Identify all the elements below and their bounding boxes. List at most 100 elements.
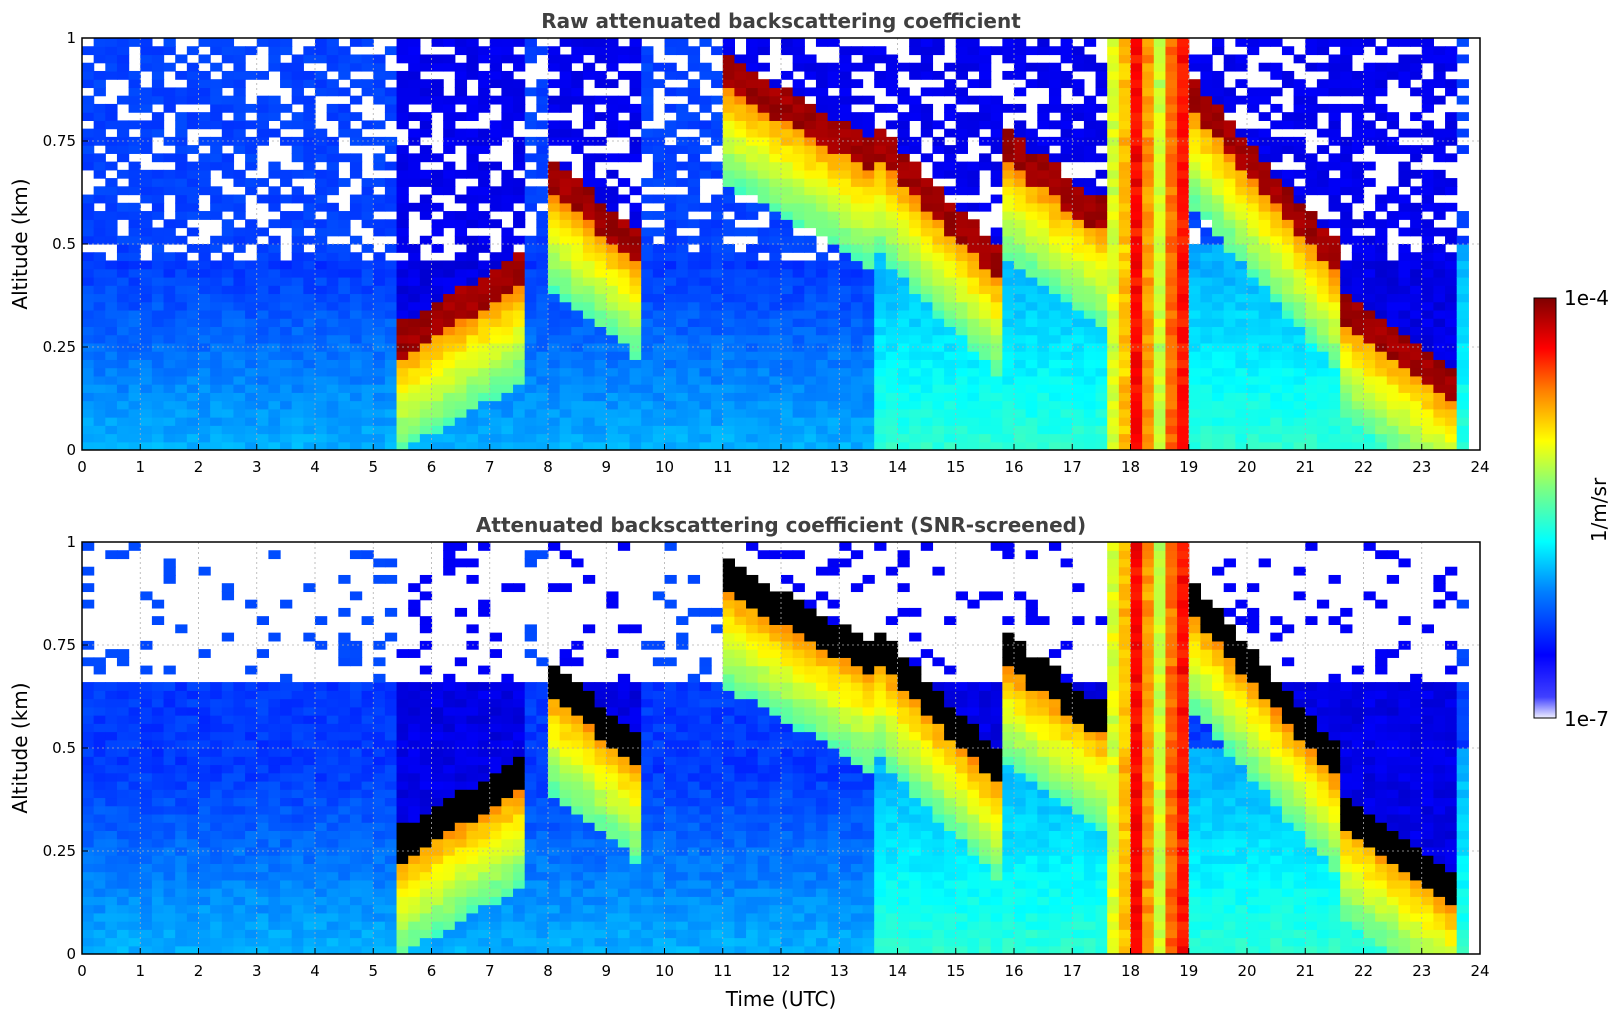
heatmap-cell xyxy=(1188,441,1201,450)
heatmap-cell xyxy=(1386,359,1400,369)
heatmap-cell xyxy=(664,375,677,385)
heatmap-cell xyxy=(769,318,782,327)
heatmap-cell xyxy=(1316,227,1330,237)
heatmap-cell xyxy=(1375,227,1388,237)
heatmap-cell xyxy=(536,318,549,327)
heatmap-cell xyxy=(734,309,747,319)
heatmap-cell xyxy=(1398,128,1411,138)
heatmap-cell xyxy=(431,62,444,72)
heatmap-cell xyxy=(769,433,782,443)
heatmap-cell xyxy=(151,268,165,278)
heatmap-cell xyxy=(186,186,200,196)
heatmap-cell xyxy=(1363,301,1376,311)
heatmap-cell xyxy=(781,227,794,237)
heatmap-cell xyxy=(920,87,934,97)
heatmap-cell xyxy=(419,309,433,319)
heatmap-cell xyxy=(93,400,106,410)
heatmap-cell xyxy=(641,392,654,402)
heatmap-cell xyxy=(1072,392,1085,402)
heatmap-cell xyxy=(885,441,899,450)
heatmap-cell xyxy=(617,408,631,418)
heatmap-cell xyxy=(1083,334,1097,344)
heatmap-cell xyxy=(1212,351,1225,360)
heatmap-cell xyxy=(140,293,153,303)
heatmap-cell xyxy=(151,202,165,212)
heatmap-cell xyxy=(186,400,200,410)
heatmap-cell xyxy=(361,318,374,327)
heatmap-cell xyxy=(932,145,945,154)
heatmap-cell xyxy=(1386,392,1400,402)
heatmap-cell xyxy=(1048,46,1062,56)
heatmap-cell xyxy=(1130,153,1143,163)
heatmap-cell xyxy=(1293,441,1306,450)
heatmap-cell xyxy=(513,326,526,336)
heatmap-cell xyxy=(1014,136,1027,146)
heatmap-cell xyxy=(466,285,479,295)
heatmap-cell xyxy=(1398,62,1411,72)
heatmap-cell xyxy=(513,334,526,344)
heatmap-cell xyxy=(874,351,887,360)
heatmap-cell xyxy=(105,46,118,56)
heatmap-cell xyxy=(769,285,782,295)
heatmap-cell xyxy=(1363,244,1376,253)
heatmap-cell xyxy=(93,87,106,97)
heatmap-cell xyxy=(1235,54,1248,64)
heatmap-cell xyxy=(1188,342,1201,352)
heatmap-cell xyxy=(186,408,200,418)
heatmap-cell xyxy=(513,276,526,286)
heatmap-cell xyxy=(210,153,223,163)
heatmap-cell xyxy=(1048,79,1062,89)
heatmap-cell xyxy=(1328,252,1341,262)
heatmap-cell xyxy=(93,359,106,369)
heatmap-cell xyxy=(1177,408,1190,418)
heatmap-cell xyxy=(105,392,118,402)
heatmap-cell xyxy=(1037,326,1050,336)
heatmap-cell xyxy=(885,318,899,327)
heatmap-cell xyxy=(1398,252,1411,262)
heatmap-cell xyxy=(1223,384,1236,393)
heatmap-cell xyxy=(1421,417,1434,426)
heatmap-cell xyxy=(990,384,1003,393)
heatmap-cell xyxy=(280,342,293,352)
heatmap-cell xyxy=(454,318,468,327)
heatmap-cell xyxy=(804,178,817,187)
heatmap-cell xyxy=(1165,400,1178,410)
heatmap-cell xyxy=(1060,128,1073,138)
heatmap-cell xyxy=(1293,194,1306,204)
heatmap-cell xyxy=(1270,145,1283,154)
heatmap-cell xyxy=(175,309,188,319)
heatmap-cell xyxy=(1270,87,1283,97)
heatmap-cell xyxy=(594,194,607,204)
heatmap-cell xyxy=(967,433,980,443)
heatmap-cell xyxy=(396,425,409,435)
heatmap-cell xyxy=(1037,375,1050,385)
heatmap-cell xyxy=(1048,252,1062,262)
heatmap-cell xyxy=(82,433,95,443)
heatmap-cell xyxy=(955,252,968,262)
heatmap-cell xyxy=(419,235,433,245)
heatmap-cell xyxy=(827,211,840,220)
heatmap-cell xyxy=(641,211,654,220)
heatmap-cell xyxy=(1188,400,1201,410)
heatmap-cell xyxy=(815,301,829,311)
heatmap-cell xyxy=(221,384,235,393)
heatmap-cell xyxy=(233,384,246,393)
heatmap-cell xyxy=(338,211,351,220)
heatmap-cell xyxy=(1153,384,1167,393)
heatmap-cell xyxy=(1305,375,1318,385)
heatmap-cell xyxy=(885,342,899,352)
heatmap-cell xyxy=(140,359,153,369)
heatmap-cell xyxy=(1153,367,1167,377)
heatmap-cell xyxy=(116,145,130,154)
heatmap-cell xyxy=(932,326,945,336)
heatmap-cell xyxy=(1130,408,1143,418)
heatmap-cell xyxy=(746,334,759,344)
heatmap-cell xyxy=(210,334,223,344)
heatmap-cell xyxy=(1398,367,1411,377)
heatmap-cell xyxy=(1258,293,1271,303)
heatmap-cell xyxy=(478,178,491,187)
heatmap-cell xyxy=(722,244,735,253)
heatmap-cell xyxy=(396,408,409,418)
heatmap-cell xyxy=(1048,161,1062,171)
heatmap-cell xyxy=(105,202,118,212)
